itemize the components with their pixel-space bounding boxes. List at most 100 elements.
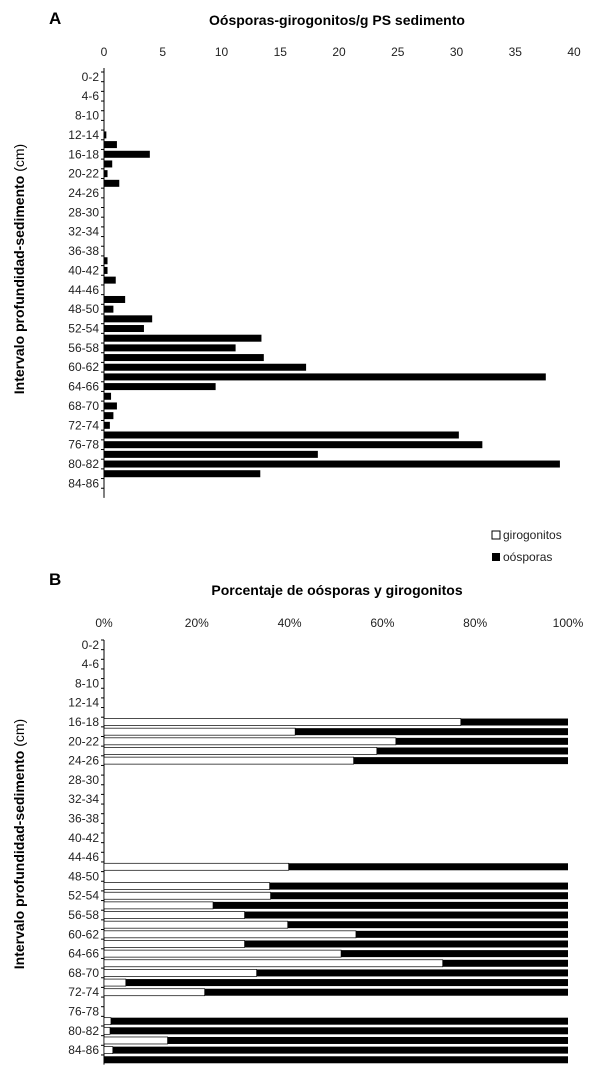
panel-b-bar-oosporas xyxy=(244,911,569,919)
panel-b-ytick-label: 52-54 xyxy=(68,889,99,903)
panel-a-ytick-label: 4-6 xyxy=(82,89,100,103)
panel-a-ytick-label: 0-2 xyxy=(82,70,100,84)
panel-b-xtick-label: 100% xyxy=(553,616,584,630)
panel-b-bar-girogonitos xyxy=(103,737,397,746)
panel-a-bar-oosporas xyxy=(104,363,307,371)
panel-a-bar-oosporas xyxy=(104,441,483,449)
panel-b-bar-oosporas xyxy=(355,930,568,938)
panel-b-bar-oosporas xyxy=(395,737,568,745)
panel-b-bar-oosporas xyxy=(110,1027,569,1035)
panel-a-ytick-label: 36-38 xyxy=(68,244,99,258)
panel-b-ytick-label: 20-22 xyxy=(68,734,99,748)
panel-b-ytick-label: 84-86 xyxy=(68,1043,99,1057)
panel-a-xtick-label: 35 xyxy=(509,45,523,59)
panel-a-xtick-label: 20 xyxy=(332,45,346,59)
panel-b-ytick-label: 80-82 xyxy=(68,1024,99,1038)
panel-b-bar-oosporas xyxy=(269,882,568,890)
panel-a-chart: 0 5 10 15 20 25 30 35 40 0-2 4-6 8-10 12-14 16-18 20-2… xyxy=(68,45,581,498)
panel-a-bar-oosporas xyxy=(104,460,560,468)
panel-b-ytick-label: 64-66 xyxy=(68,947,99,961)
panel-a-letter: A xyxy=(49,9,61,28)
panel-a-xtick-label: 30 xyxy=(450,45,464,59)
panel-a-ytick-label: 80-82 xyxy=(68,457,99,471)
panel-a-ytick-label: 68-70 xyxy=(68,399,99,413)
panel-b-bar-oosporas xyxy=(288,863,568,871)
panel-b-ytick-label: 4-6 xyxy=(82,657,100,671)
panel-a-ytick-label: 44-46 xyxy=(68,283,99,297)
panel-b-ytick-label: 32-34 xyxy=(68,792,99,806)
panel-b-ytick-label: 0-2 xyxy=(82,638,100,652)
panel-a-bar-oosporas xyxy=(104,315,153,323)
panel-b-bar-girogonitos xyxy=(103,930,357,939)
panel-b-ytick-label: 60-62 xyxy=(68,927,99,941)
panel-b-bar-girogonitos xyxy=(103,940,245,948)
panel-a-ytick-label: 40-42 xyxy=(68,263,99,277)
panel-b-ytick-label: 36-38 xyxy=(68,812,99,826)
panel-a-title: Oósporas-girogonitos/g PS sedimento xyxy=(209,12,465,28)
panel-b-bar-girogonitos xyxy=(103,911,245,919)
panel-a-ytick-label: 16-18 xyxy=(68,147,99,161)
panel-a-ytick-label: 52-54 xyxy=(68,322,99,336)
panel-a-bar-oosporas xyxy=(104,141,117,149)
panel-b-bar-oosporas xyxy=(287,921,568,929)
panel-a-bar-oosporas xyxy=(104,344,236,352)
panel-a-ytick-label: 12-14 xyxy=(68,128,99,142)
legend-swatch-oosporas xyxy=(492,553,500,561)
panel-a-bar-oosporas xyxy=(104,325,144,333)
panel-a-xtick-label: 15 xyxy=(274,45,288,59)
panel-a-xtick-label: 40 xyxy=(567,45,581,59)
panel-a-ytick-label: 76-78 xyxy=(68,438,99,452)
panel-a-bar-oosporas xyxy=(104,266,108,274)
panel-b-bar-oosporas xyxy=(270,892,568,900)
panel-b-bar-girogonitos xyxy=(103,718,462,726)
panel-b-ytick-label: 72-74 xyxy=(68,985,99,999)
panel-b-ytick-label: 48-50 xyxy=(68,869,99,883)
panel-b-xtick-label: 20% xyxy=(185,616,209,630)
legend-label-girogonitos: girogonitos xyxy=(503,528,562,542)
panel-b-ytick-label: 24-26 xyxy=(68,754,99,768)
panel-b-bar-girogonitos xyxy=(103,920,289,929)
panel-a-bar-oosporas xyxy=(104,402,117,410)
panel-a-bar-oosporas xyxy=(104,470,261,478)
panel-a-ytick-label: 28-30 xyxy=(68,205,99,219)
panel-b-bar-oosporas xyxy=(256,969,568,977)
panel-b-bar-oosporas xyxy=(213,901,569,909)
panel-a-bar-oosporas xyxy=(104,450,318,458)
panel-a-bar-oosporas xyxy=(104,431,459,439)
panel-b-bar-girogonitos xyxy=(103,756,354,765)
panel-b-bar-girogonitos xyxy=(103,901,214,910)
panel-a-bar-oosporas xyxy=(104,421,110,429)
panel-a-xtick-label: 0 xyxy=(101,45,108,59)
panel-b-xtick-label: 40% xyxy=(278,616,302,630)
panel-b-ytick-label: 56-58 xyxy=(68,908,99,922)
panel-b-ytick-label: 8-10 xyxy=(75,676,99,690)
panel-b-title: Porcentaje de oósporas y girogonitos xyxy=(211,582,462,598)
panel-a-bar-oosporas xyxy=(104,179,120,187)
panel-a-bar-oosporas xyxy=(104,295,126,303)
panel-b-bar-girogonitos xyxy=(103,969,258,977)
panel-b-bar-girogonitos xyxy=(103,882,270,890)
panel-b-bar-oosporas xyxy=(460,718,568,726)
panel-b-ytick-label: 76-78 xyxy=(68,1005,99,1019)
panel-b-ytick-label: 40-42 xyxy=(68,831,99,845)
panel-a-ytick-label: 64-66 xyxy=(68,380,99,394)
panel-a-xtick-label: 5 xyxy=(159,45,166,59)
panel-b-chart: 0% 20% 40% 60% 80% 100% 0-2 4-6 8-10 12-14 16-18 20… xyxy=(68,616,584,1065)
panel-b-bar-girogonitos xyxy=(103,891,271,900)
panel-a-bar-oosporas xyxy=(104,150,150,158)
panel-a-ylabel: Intervalo profundidad-sedimento (cm) xyxy=(11,144,27,394)
panel-b-bar-girogonitos xyxy=(103,747,378,755)
panel-a-bar-oosporas xyxy=(104,412,114,420)
panel-b-bar-girogonitos xyxy=(103,949,342,958)
panel-a-bar-oosporas xyxy=(104,334,262,342)
panel-b-bar-girogonitos xyxy=(103,1017,112,1026)
panel-b-bar-oosporas xyxy=(376,747,568,755)
panel-a-bar-oosporas xyxy=(104,170,108,178)
panel-b-bar-girogonitos xyxy=(103,1036,168,1045)
panel-b-bar-oosporas xyxy=(104,1056,568,1064)
panel-b-ytick-label: 16-18 xyxy=(68,715,99,729)
panel-b-bar-oosporas xyxy=(353,757,568,765)
panel-b-bar-girogonitos xyxy=(103,727,296,736)
panel-b-ytick-label: 44-46 xyxy=(68,850,99,864)
